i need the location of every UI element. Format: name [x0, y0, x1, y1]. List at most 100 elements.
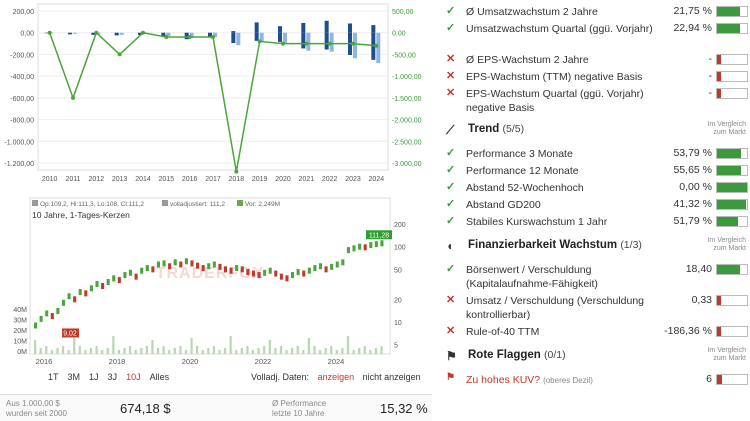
price-candle	[268, 267, 272, 274]
price-candle	[374, 241, 378, 248]
price-candle	[274, 270, 278, 277]
eps-point	[234, 169, 239, 174]
volume-tick-label: 10M	[13, 339, 27, 346]
right-tick-label: 0,00	[392, 31, 406, 38]
price-candle	[73, 296, 77, 303]
flags-section-header: ⚑ Rote Flaggen (0/1) Im Vergleich zum Markt	[446, 347, 750, 369]
investment-value: 674,18 $	[120, 401, 171, 416]
price-candle	[218, 263, 222, 270]
investment-label: Aus 1.000,00 $ wurden seit 2000	[6, 399, 67, 418]
volume-bar	[346, 336, 350, 354]
timeframe-3m[interactable]: 3M	[67, 372, 81, 382]
volume-bar	[112, 336, 115, 354]
year-label: 2012	[89, 176, 105, 183]
volume-bar	[251, 350, 255, 354]
volume-bar	[352, 350, 355, 354]
legend-label: volladjustiert: 111,2	[170, 201, 225, 208]
performance-box: Aus 1.000,00 $ wurden seit 2000 674,18 $ …	[0, 394, 432, 421]
price-candle	[173, 259, 177, 266]
price-candle	[235, 265, 239, 272]
price-candle	[330, 263, 334, 270]
criterion-value: -	[708, 87, 713, 99]
eps-point	[71, 95, 75, 100]
eps-point	[117, 52, 122, 57]
adjusted-hide-link[interactable]: nicht anzeigen	[362, 372, 421, 382]
revenue-bar	[371, 32, 376, 60]
timeframe-1j[interactable]: 1J	[89, 372, 99, 382]
volume-bar	[89, 348, 93, 354]
price-candle	[201, 265, 205, 272]
eps-point	[94, 30, 99, 35]
cross-icon: ✕	[446, 294, 456, 306]
volume-bar	[134, 350, 137, 354]
growth-row: ✓ Umsatzwachstum Quartal (ggü. Vorjahr) 22…	[446, 21, 750, 51]
price-candle	[89, 285, 93, 292]
eps-point	[304, 41, 309, 46]
legend-swatch	[237, 200, 243, 206]
market-compare-bar	[716, 23, 748, 34]
volume-bar	[106, 348, 109, 354]
price-candle	[128, 269, 133, 276]
revenue-bar	[114, 32, 119, 36]
volume-bar	[369, 350, 372, 354]
market-compare-bar	[716, 264, 748, 275]
compare-market-label: Im Vergleich zum Markt	[707, 237, 746, 252]
growth-row: ✕ Ø EPS-Wachstum 2 Jahre -	[446, 52, 750, 68]
price-candle	[106, 278, 110, 285]
price-candle	[196, 262, 200, 269]
eps-point	[211, 35, 215, 40]
price-candle	[184, 258, 188, 265]
year-label: 2018	[229, 176, 245, 183]
volume-bar	[235, 350, 238, 354]
year-label: 2023	[345, 176, 361, 183]
volume-bar	[296, 346, 299, 354]
criterion-value: -	[708, 70, 713, 82]
volume-bar	[50, 350, 53, 354]
trend-icon: ⟋	[446, 123, 455, 137]
left-tick-label: -400,00	[10, 74, 34, 81]
flag-row: ⚑ Zu hohes KUV? (oberes Dezil) 6	[446, 372, 750, 388]
volume-bar	[291, 348, 294, 354]
volume-bar	[246, 346, 249, 354]
compare-market-label: Im Vergleich zum Markt	[707, 121, 746, 136]
price-candle	[67, 293, 71, 300]
price-subtitle: 10 Jahre, 1-Tages-Kerzen	[32, 210, 130, 220]
performance-value: 15,32 %	[380, 401, 428, 416]
timeframe-3j[interactable]: 3J	[107, 372, 118, 382]
year-label: 2019	[252, 176, 268, 183]
price-candle	[84, 290, 88, 297]
eps-bar	[213, 32, 217, 38]
revenue-growth-bar	[301, 22, 306, 33]
price-candle	[50, 313, 54, 320]
price-candle	[95, 280, 99, 287]
check-icon: ✓	[446, 22, 456, 34]
timeframe-alles[interactable]: Alles	[149, 372, 170, 382]
price-candle	[263, 269, 267, 276]
volume-bar	[212, 346, 216, 354]
right-tick-label: -3.000,00	[392, 161, 422, 168]
year-label: 2014	[135, 176, 151, 183]
cross-icon: ✕	[446, 325, 456, 337]
price-candle	[190, 260, 194, 267]
price-candle	[39, 315, 43, 322]
revenue-growth-bar	[348, 23, 352, 33]
market-compare-bar	[716, 165, 748, 176]
eps-point	[374, 43, 379, 48]
timeframe-1t[interactable]: 1T	[48, 372, 59, 382]
revenue-bar	[138, 32, 142, 35]
price-candle	[240, 266, 244, 273]
criterion-label: Börsenwert / Verschuldung (Kapitalaufnah…	[466, 264, 598, 290]
left-tick-label: 0,00	[20, 31, 34, 38]
volume-bar	[162, 346, 165, 354]
adjusted-show-link[interactable]: anzeigen	[317, 372, 355, 382]
year-label: 2021	[299, 176, 315, 183]
volume-bar	[45, 346, 48, 354]
revenue-bar	[208, 32, 212, 38]
volume-bar	[201, 350, 204, 354]
volume-bar	[140, 348, 143, 354]
left-tick-label: -800,00	[10, 118, 34, 125]
price-candle	[101, 283, 105, 290]
market-compare-fill	[717, 166, 741, 175]
last-price-label: 111,28	[369, 232, 389, 239]
timeframe-10j[interactable]: 10J	[126, 372, 141, 382]
